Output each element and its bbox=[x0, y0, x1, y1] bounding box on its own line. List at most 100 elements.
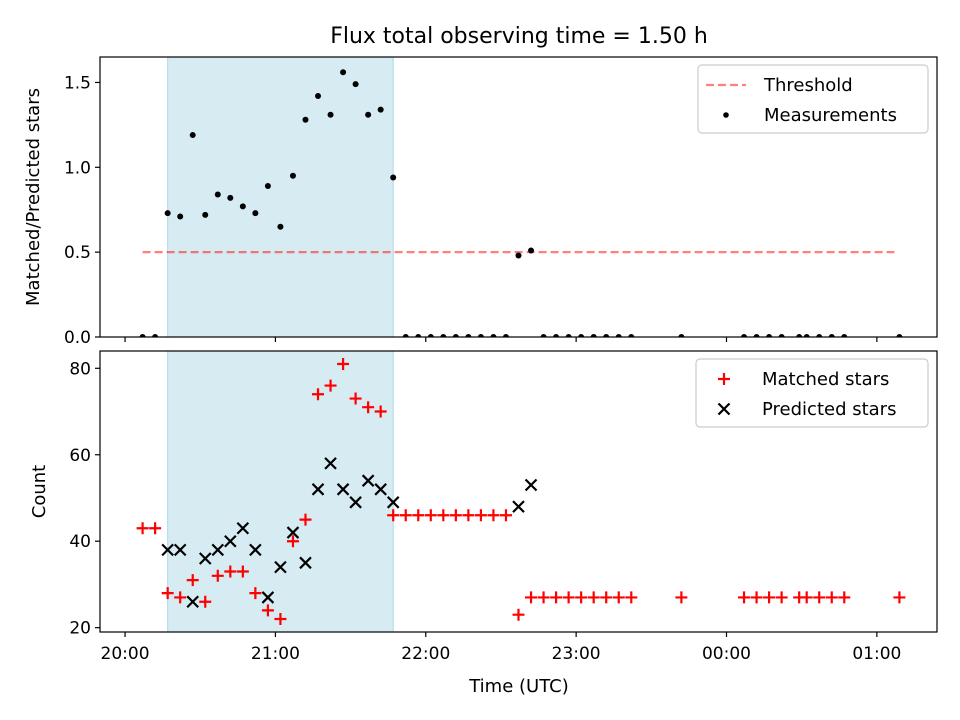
legend-box bbox=[695, 358, 929, 428]
matched-stars-point bbox=[763, 591, 776, 604]
x-tick-label: 00:00 bbox=[702, 644, 751, 664]
matched-stars-point bbox=[211, 569, 224, 582]
matched-stars-point bbox=[374, 405, 387, 418]
measurements-point bbox=[490, 334, 497, 337]
x-tick-label: 22:00 bbox=[401, 644, 450, 664]
x-tick-label: 21:00 bbox=[251, 644, 300, 664]
measurements-point bbox=[803, 334, 810, 337]
predicted-stars-point bbox=[211, 543, 225, 557]
matched-stars-point bbox=[449, 509, 462, 522]
measurements-point bbox=[603, 334, 610, 337]
predicted-stars-point bbox=[324, 457, 337, 470]
measurements-point bbox=[252, 210, 259, 217]
matched-stars-point bbox=[149, 522, 162, 535]
predicted-stars-point bbox=[173, 543, 187, 557]
legend-entry-label: Threshold bbox=[763, 75, 853, 96]
matched-stars-point bbox=[136, 522, 149, 535]
measurements-point bbox=[139, 334, 146, 337]
chart-panels: 0.0 0.5 1.0 1.5 Matched/Predicted stars Thres… bbox=[23, 56, 938, 664]
measurements-point bbox=[828, 334, 835, 337]
measurements-point bbox=[415, 334, 422, 337]
matched-stars-point bbox=[750, 591, 763, 604]
measurements-point bbox=[202, 211, 209, 218]
measurements-point bbox=[277, 223, 284, 230]
measurements-point bbox=[615, 334, 622, 337]
matched-stars-point bbox=[675, 591, 688, 604]
y-tick-label: 20 bbox=[69, 619, 91, 639]
measurements-point bbox=[796, 334, 803, 337]
predicted-stars-point bbox=[249, 543, 262, 557]
matched-stars-point bbox=[299, 513, 312, 526]
y-tick-label: 1.5 bbox=[64, 73, 91, 93]
matched-stars-point bbox=[800, 591, 813, 604]
measurements-point bbox=[239, 203, 246, 210]
legend-entry-label: Measurements bbox=[764, 105, 897, 126]
legend-predicted-swatch bbox=[717, 402, 731, 416]
legend-measurements-swatch bbox=[723, 112, 729, 118]
measurements-point bbox=[377, 106, 384, 113]
matched-stars-point bbox=[224, 565, 237, 578]
matched-stars-point bbox=[312, 388, 325, 401]
matched-stars-point bbox=[362, 401, 375, 414]
measurements-point bbox=[227, 194, 234, 201]
predicted-stars-point bbox=[198, 552, 212, 565]
matched-stars-point bbox=[499, 509, 512, 522]
matched-stars-point bbox=[349, 392, 362, 405]
panel-ratio: 0.0 0.5 1.0 1.5 Matched/Predicted stars Thres… bbox=[23, 56, 938, 348]
predicted-stars-point bbox=[512, 500, 525, 513]
predicted-stars-point bbox=[361, 474, 375, 487]
legend-entry-label: Predicted stars bbox=[762, 399, 896, 420]
legend-box bbox=[697, 64, 929, 134]
legend: Threshold Measurements bbox=[697, 64, 929, 134]
measurements-point bbox=[315, 93, 322, 100]
observing-window-span bbox=[167, 57, 394, 337]
y-tick-label: 40 bbox=[69, 532, 91, 552]
measurements-point bbox=[302, 116, 309, 123]
matched-stars-point bbox=[424, 509, 437, 522]
data-layer bbox=[139, 69, 903, 337]
axes-frame bbox=[99, 350, 938, 633]
matched-stars-point bbox=[575, 591, 588, 604]
measurements-point bbox=[515, 252, 522, 259]
y-tick-label: 1.0 bbox=[64, 158, 91, 178]
measurements-point bbox=[152, 334, 159, 337]
data-layer bbox=[136, 357, 906, 626]
matched-stars-point bbox=[825, 591, 838, 604]
matched-stars-point bbox=[600, 591, 613, 604]
y-tick-label: 0.5 bbox=[64, 243, 91, 263]
measurements-point bbox=[390, 174, 397, 181]
predicted-stars-point bbox=[524, 478, 538, 492]
matched-stars-point bbox=[550, 591, 563, 604]
measurements-point bbox=[465, 334, 472, 337]
y-tick-label: 80 bbox=[69, 359, 91, 379]
matched-stars-point bbox=[512, 608, 525, 621]
measurements-point bbox=[528, 247, 535, 254]
measurements-point bbox=[402, 334, 409, 337]
predicted-stars-point bbox=[186, 595, 199, 609]
matched-stars-point bbox=[412, 509, 425, 522]
measurements-point bbox=[628, 334, 635, 337]
measurements-point bbox=[289, 172, 296, 179]
y-axis-label: Count bbox=[29, 465, 50, 518]
legend: Matched stars Predicted stars bbox=[695, 358, 929, 428]
predicted-stars-point bbox=[374, 483, 387, 496]
measurements-point bbox=[452, 334, 459, 337]
predicted-stars-point bbox=[349, 496, 362, 509]
y-tick-label: 60 bbox=[69, 446, 91, 466]
measurements-point bbox=[164, 210, 171, 217]
matched-stars-point bbox=[399, 509, 412, 522]
measurements-point bbox=[477, 334, 484, 337]
matched-stars-point bbox=[893, 591, 906, 604]
y-tick-label: 0.0 bbox=[64, 328, 91, 348]
measurements-point bbox=[816, 334, 823, 337]
x-tick-label: 23:00 bbox=[552, 644, 601, 664]
measurements-point bbox=[766, 334, 773, 337]
matched-stars-point bbox=[161, 587, 174, 600]
measurements-point bbox=[340, 69, 347, 76]
matched-stars-point bbox=[174, 591, 187, 604]
matched-stars-point bbox=[261, 604, 274, 617]
measurements-point bbox=[440, 334, 447, 337]
legend-entry-label: Matched stars bbox=[762, 369, 889, 390]
matched-stars-point bbox=[525, 591, 538, 604]
